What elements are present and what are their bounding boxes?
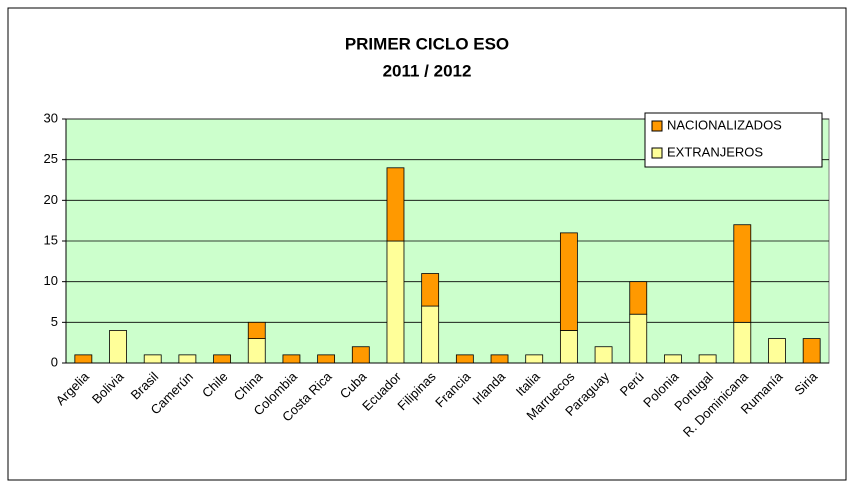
bar-segment [733, 224, 752, 323]
bar-segment [178, 354, 197, 364]
y-tick-label: 0 [51, 354, 58, 369]
legend-swatch [651, 120, 663, 132]
legend-swatch [651, 147, 663, 159]
bar-segment [421, 305, 440, 364]
bar-segment [698, 354, 717, 364]
bar-segment [143, 354, 162, 364]
y-tick-label: 20 [44, 192, 58, 207]
bar-segment [629, 313, 648, 364]
legend-label: NACIONALIZADOS [667, 117, 782, 132]
bar-segment [629, 281, 648, 315]
bar-segment [490, 354, 509, 364]
bar-segment [247, 338, 266, 364]
bar-segment [386, 240, 405, 364]
bar-segment [594, 346, 613, 364]
bar-segment [733, 321, 752, 364]
bar-segment [74, 354, 93, 364]
bar-segment [109, 330, 127, 364]
y-tick-label: 5 [51, 314, 58, 329]
bar-segment [768, 338, 786, 364]
chart-title: PRIMER CICLO ESO [345, 34, 509, 53]
y-tick-label: 30 [44, 110, 58, 125]
legend-label: EXTRANJEROS [667, 144, 763, 159]
y-tick-label: 10 [44, 273, 58, 288]
bar-segment [559, 232, 578, 331]
bar-segment [802, 338, 821, 364]
bar-segment [247, 321, 266, 340]
y-tick-label: 25 [44, 151, 58, 166]
bar-segment [525, 354, 544, 364]
bar-segment [351, 346, 370, 364]
bar-segment [421, 273, 440, 307]
bar-segment [664, 354, 682, 364]
bar-segment [213, 354, 231, 364]
bar-segment [317, 354, 336, 364]
y-tick-label: 15 [44, 232, 58, 247]
chart-subtitle: 2011 / 2012 [383, 61, 472, 80]
bar-segment [455, 354, 474, 364]
bar-segment [386, 167, 405, 242]
bar-segment [282, 354, 301, 364]
legend-box [644, 112, 823, 168]
bar-segment [559, 330, 578, 364]
